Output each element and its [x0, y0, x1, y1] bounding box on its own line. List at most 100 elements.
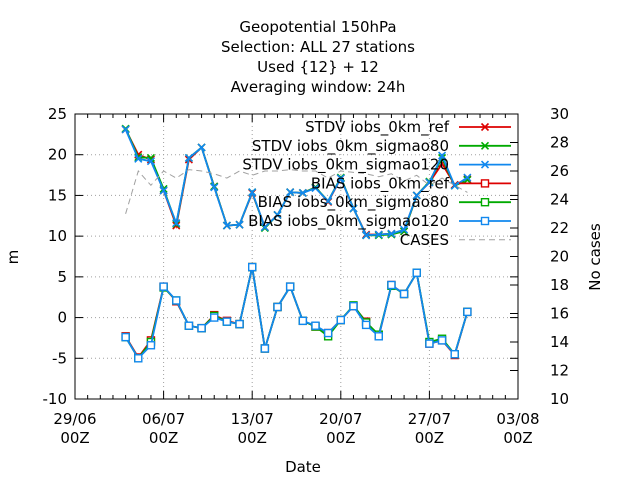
- data-point: [480, 141, 490, 150]
- data-point: [400, 225, 409, 234]
- y2-tick-label: 28: [550, 134, 569, 152]
- data-point: [324, 197, 333, 206]
- legend-label: STDV iobs_0km_ref: [305, 118, 450, 137]
- y2-tick-label: 30: [550, 105, 569, 123]
- data-point: [480, 122, 490, 132]
- data-point: [121, 125, 130, 134]
- y-tick-label: 0: [57, 309, 67, 327]
- x-tick-label: 00Z: [326, 429, 355, 447]
- data-point: [323, 328, 333, 338]
- x-tick-label: 03/08: [496, 410, 539, 428]
- legend-label: STDV iobs_0km_sigmao80: [252, 137, 449, 156]
- axes: -10 -5 0 5 10 15 20 25 10 12 14 16 18 20 22 24 26 28 30 29/…: [43, 105, 570, 447]
- data-point: [298, 188, 307, 198]
- y2-tick-label: 24: [550, 191, 569, 209]
- data-point: [210, 313, 219, 322]
- y-tick-label: 5: [57, 268, 67, 286]
- data-point: [285, 282, 295, 291]
- x-tick-label: 00Z: [60, 429, 89, 447]
- legend-label: STDV iobs_0km_sigmao120: [242, 156, 449, 175]
- title-line: Selection: ALL 27 stations: [221, 38, 415, 56]
- data-point: [374, 230, 383, 239]
- x-tick-label: 29/06: [53, 410, 96, 428]
- x-tick-label: 13/07: [231, 410, 274, 428]
- data-point: [146, 157, 156, 166]
- data-point: [400, 227, 409, 236]
- y2-tick-label: 22: [550, 219, 569, 237]
- y-tick-label: -5: [52, 349, 67, 367]
- data-point: [134, 354, 143, 363]
- series-line: [125, 169, 468, 214]
- title-line: Used {12} + 12: [257, 58, 379, 76]
- data-point: [349, 301, 358, 311]
- data-point: [374, 332, 383, 341]
- legend-entry: STDV iobs_0km_sigmao120: [242, 156, 511, 175]
- legend-label: BIAS iobs_0km_sigmao120: [248, 212, 449, 231]
- data-point: [336, 174, 345, 183]
- legend-label: BIAS iobs_0km_ref: [311, 174, 450, 193]
- legend-entry: CASES: [400, 231, 511, 249]
- data-point: [134, 154, 143, 163]
- x-tick-label: 00Z: [415, 429, 444, 447]
- data-point: [222, 221, 231, 230]
- y-tick-label: 10: [48, 227, 67, 245]
- legend-entry: BIAS iobs_0km_ref: [311, 174, 511, 193]
- x-tick-label: 27/07: [408, 410, 451, 428]
- data-point: [121, 332, 130, 342]
- y2-tick-label: 16: [550, 305, 569, 323]
- data-point: [235, 220, 244, 229]
- data-point: [235, 319, 244, 329]
- data-point: [463, 173, 472, 182]
- y-tick-label: 15: [48, 186, 67, 204]
- data-point: [273, 302, 282, 312]
- data-point: [311, 321, 320, 330]
- data-point: [412, 268, 421, 277]
- data-point: [184, 321, 194, 330]
- data-point: [480, 160, 490, 169]
- data-point: [361, 320, 371, 330]
- y-axis-label: m: [4, 250, 22, 265]
- data-point: [450, 350, 459, 359]
- title-line: Averaging window: 24h: [231, 78, 406, 96]
- data-point: [222, 317, 232, 326]
- data-point: [260, 223, 269, 232]
- data-point: [425, 339, 434, 348]
- data-point: [480, 216, 490, 226]
- x-axis-label: Date: [285, 458, 321, 476]
- data-point: [172, 296, 181, 305]
- legend-entry: STDV iobs_0km_sigmao80: [252, 137, 511, 156]
- series-line: [124, 266, 469, 360]
- data-point: [273, 210, 282, 220]
- data-point: [463, 307, 472, 317]
- data-point: [362, 231, 371, 240]
- legend-label: CASES: [400, 231, 449, 249]
- data-point: [159, 186, 168, 195]
- x-tick-label: 20/07: [319, 410, 362, 428]
- data-point: [349, 204, 358, 213]
- data-point: [197, 323, 206, 333]
- data-point: [159, 282, 168, 291]
- y-tick-label: -10: [43, 390, 68, 408]
- x-tick-label: 00Z: [503, 429, 532, 447]
- data-point: [197, 143, 206, 152]
- data-point: [184, 153, 193, 163]
- data-point: [311, 184, 320, 193]
- data-point: [480, 179, 490, 188]
- data-point: [450, 181, 459, 190]
- legend-label: BIAS iobs_0km_sigmao80: [258, 193, 449, 212]
- data-point: [298, 316, 308, 326]
- series-cases: [125, 169, 468, 214]
- series-layer: [121, 124, 472, 363]
- legend-entry: BIAS iobs_0km_sigmao80: [258, 193, 511, 212]
- y2-tick-label: 18: [550, 276, 569, 294]
- series-line: [124, 266, 469, 360]
- x-tick-label: 06/07: [142, 410, 185, 428]
- chart-title: Geopotential 150hPa Selection: ALL 27 st…: [221, 18, 415, 96]
- series-stdv-iobs-0km-sigmao120: [121, 125, 472, 240]
- x-tick-label: 00Z: [149, 429, 178, 447]
- y2-tick-label: 26: [550, 162, 569, 180]
- series-line: [124, 266, 469, 360]
- data-point: [399, 289, 409, 299]
